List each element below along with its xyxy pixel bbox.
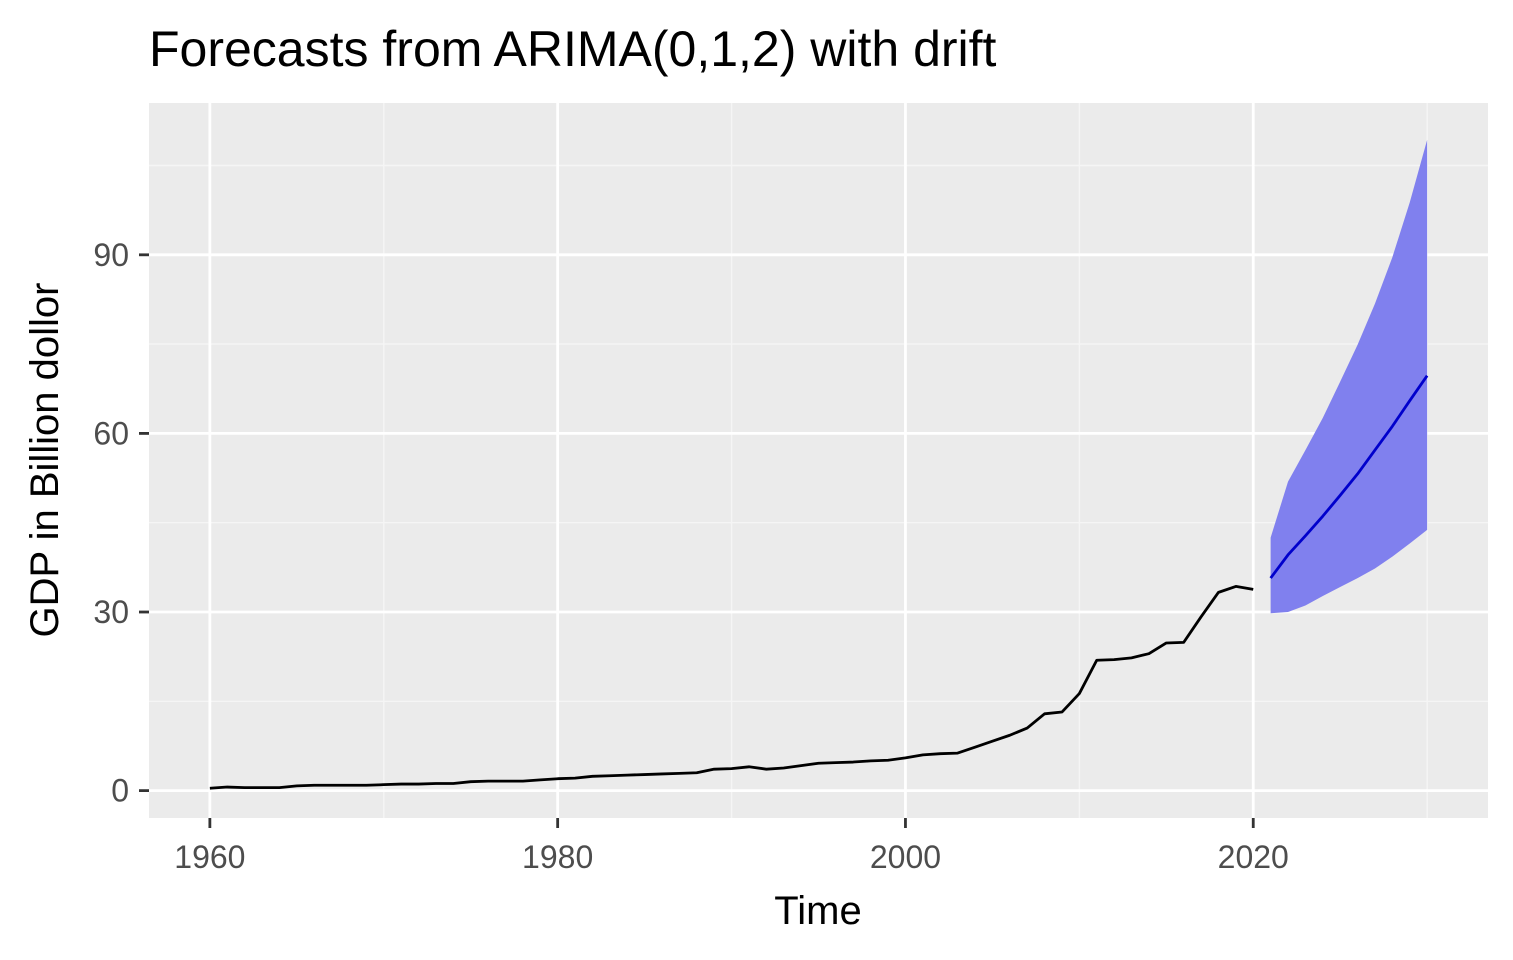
y-tick-label: 90 [93, 237, 129, 273]
x-axis-title: Time [774, 889, 861, 933]
x-axis-tick-labels: 1960 1980 2000 2020 [174, 839, 1289, 875]
x-tick-label: 2020 [1218, 839, 1289, 875]
chart-title: Forecasts from ARIMA(0,1,2) with drift [149, 21, 997, 77]
series-lines-layer [209, 374, 1429, 790]
major-gridlines [149, 103, 1488, 818]
forecast-line [1269, 374, 1429, 579]
y-axis-title: GDP in Billion dollor [23, 283, 67, 638]
y-tick-label: 60 [93, 415, 129, 451]
x-tick-label: 1960 [174, 839, 245, 875]
prediction-interval-layer [1270, 139, 1428, 614]
x-tick-label: 1980 [522, 839, 593, 875]
history-line [209, 585, 1254, 790]
y-tick-label: 0 [111, 773, 129, 809]
y-tick-label: 30 [93, 594, 129, 630]
plot-panel [149, 103, 1488, 818]
prediction-interval-band [1270, 139, 1428, 614]
axis-ticks [139, 253, 1255, 828]
y-axis-tick-labels: 0 30 60 90 [93, 237, 129, 809]
x-tick-label: 2000 [870, 839, 941, 875]
